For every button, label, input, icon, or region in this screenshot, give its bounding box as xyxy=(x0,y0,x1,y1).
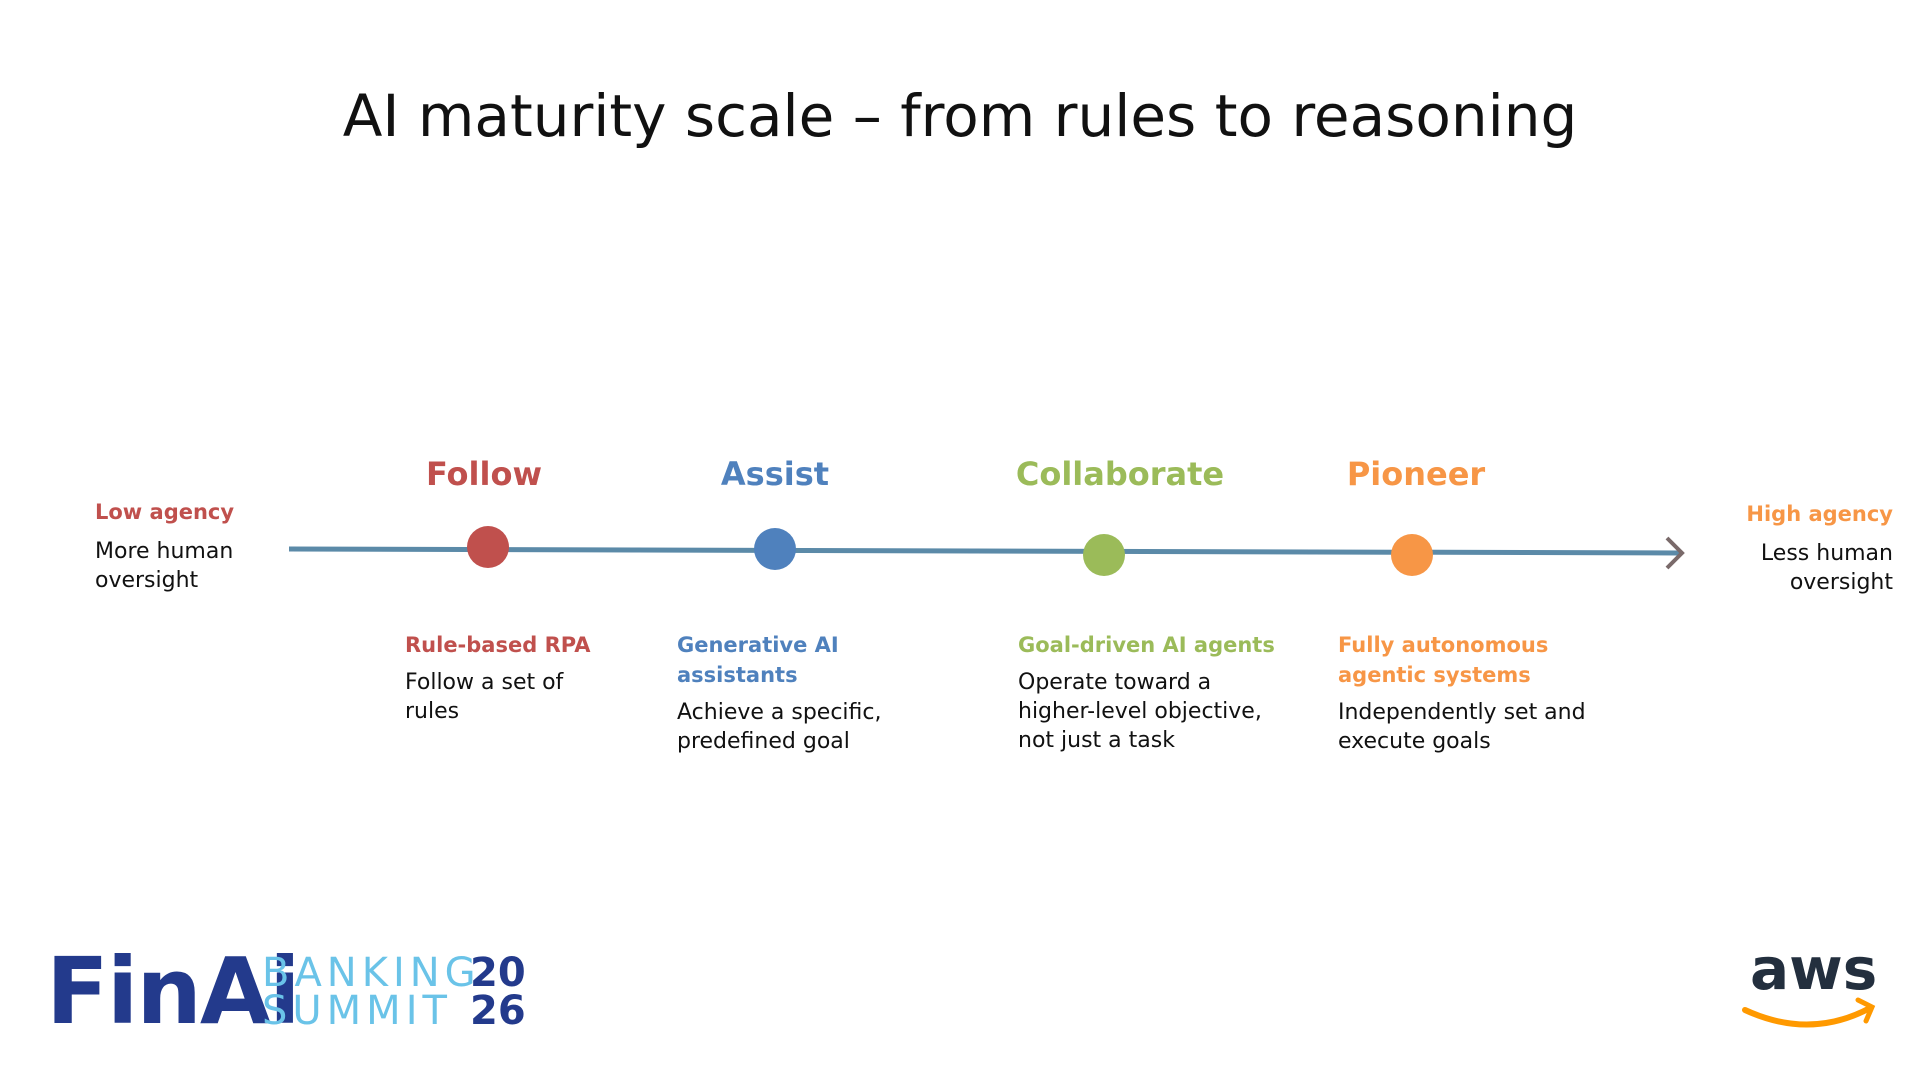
start-label: Low agency xyxy=(95,500,235,524)
stage-description: Follow a set of xyxy=(405,670,564,695)
end-description: Less human xyxy=(1760,541,1893,566)
stage-description: Operate toward a xyxy=(1018,670,1212,695)
start-description: More human xyxy=(95,539,234,564)
event-year1: 20 xyxy=(470,950,526,996)
end-label: High agency xyxy=(1746,502,1893,526)
aws-arrowhead xyxy=(1855,997,1876,1024)
stage-subtitle: Goal-driven AI agents xyxy=(1018,633,1275,657)
stage-dot xyxy=(1391,534,1433,576)
end-description: oversight xyxy=(1789,570,1893,595)
sponsor-logo: aws xyxy=(1750,935,1878,1003)
stage-name: Pioneer xyxy=(1346,455,1486,493)
stage-description: higher-level objective, xyxy=(1018,699,1262,724)
start-description: oversight xyxy=(95,568,199,593)
stage-subtitle: Generative AI xyxy=(677,633,839,657)
event-line1: BANKING xyxy=(262,950,481,996)
stage-subtitle: Rule-based RPA xyxy=(405,633,591,657)
axis-line xyxy=(288,546,1681,556)
axis-arrow xyxy=(1665,536,1685,570)
stage-subtitle: agentic systems xyxy=(1338,663,1531,687)
stage-dot xyxy=(754,528,796,570)
stage-name: Follow xyxy=(425,455,543,493)
stage-name: Collaborate xyxy=(1015,455,1225,493)
aws-smile xyxy=(1742,1005,1873,1028)
event-brand: FinAi xyxy=(46,938,301,1045)
stage-description: rules xyxy=(405,699,460,724)
stage-description: Independently set and xyxy=(1338,700,1586,725)
stage-name: Assist xyxy=(720,455,830,493)
stage-description: predefined goal xyxy=(677,729,850,754)
event-line2: SUMMIT xyxy=(262,988,452,1034)
stage-description: execute goals xyxy=(1338,729,1491,754)
stage-description: not just a task xyxy=(1018,728,1175,753)
event-year2: 26 xyxy=(470,988,526,1034)
slide-title: AI maturity scale – from rules to reason… xyxy=(342,82,1578,150)
stage-dot xyxy=(1083,534,1125,576)
stage-dot xyxy=(467,526,509,568)
stage-description: Achieve a specific, xyxy=(677,700,882,725)
stage-subtitle: assistants xyxy=(677,663,798,687)
stage-subtitle: Fully autonomous xyxy=(1338,633,1549,657)
